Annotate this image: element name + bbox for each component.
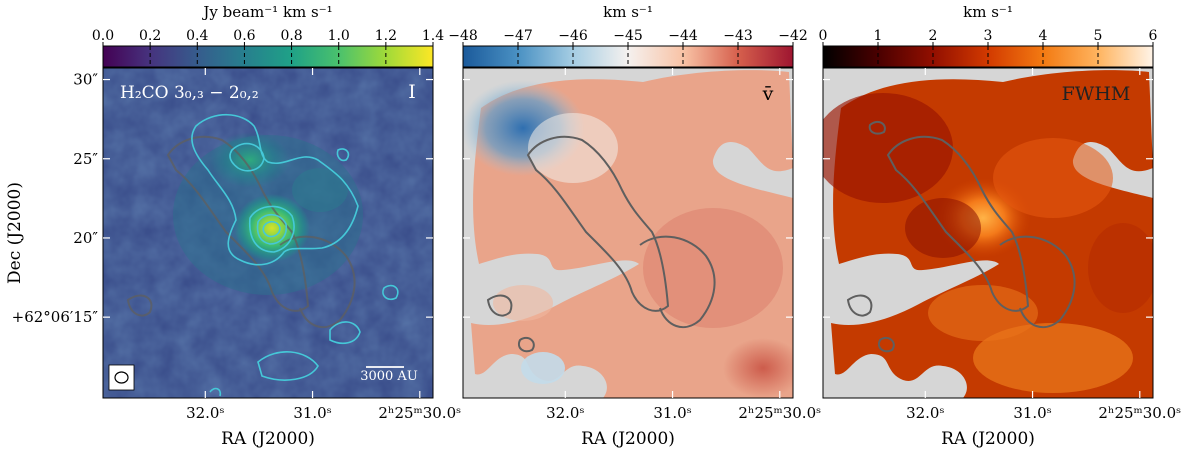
- colorbar-tick-label: 0.6: [233, 28, 255, 44]
- colorbar-tick-label: 2: [929, 28, 938, 44]
- colorbar-tick-label: −45: [613, 28, 643, 44]
- colorbar-tick-label: 1.4: [422, 28, 444, 44]
- colorbar-tick-label: 1.0: [328, 28, 350, 44]
- colorbar-velocity: −48 −47 −46 −45 −44 −43 −42 km s⁻¹: [448, 3, 808, 68]
- x-axis-label-fwhm: RA (J2000): [941, 429, 1035, 449]
- contour-gray-p2: [486, 135, 716, 353]
- axes-velocity: 32.0ˢ 31.0ˢ 2ʰ25ᵐ30.0ˢ: [463, 68, 821, 422]
- colorbar-tick-label: 5: [1094, 28, 1103, 44]
- scalebar-label: 3000 AU: [360, 369, 418, 384]
- panel-label-velocity: v̄: [762, 83, 774, 105]
- colorbar-tick-label: 0.0: [92, 28, 114, 44]
- colorbar-tick-label: 3: [984, 28, 993, 44]
- panel-label-fwhm: FWHM: [1062, 83, 1131, 105]
- x-tick-label: 2ʰ25ᵐ30.0ˢ: [378, 404, 461, 422]
- y-tick-label: 20″: [73, 229, 98, 247]
- panel-title-h2co: H₂CO 3₀,₃ − 2₀,₂: [120, 83, 259, 103]
- x-tick-label: 32.0ˢ: [546, 404, 584, 422]
- colorbar-tick-label: −42: [778, 28, 808, 44]
- x-tick-label: 31.0ˢ: [653, 404, 691, 422]
- axes-fwhm: 32.0ˢ 31.0ˢ 2ʰ25ᵐ30.0ˢ: [823, 68, 1181, 422]
- panel-label-intensity: I: [408, 81, 416, 103]
- colorbar-fwhm: 0 1 2 3 4 5 6 km s⁻¹: [819, 3, 1158, 68]
- y-tick-label: 25″: [73, 150, 98, 168]
- panel-intensity: 0.0 0.2 0.4 0.6 0.8 1.0 1.2 1.4 Jy beam⁻¹ km s⁻…: [5, 3, 461, 449]
- panel-velocity: −48 −47 −46 −45 −44 −43 −42 km s⁻¹ v̄: [448, 3, 821, 449]
- beam-box: [108, 364, 135, 391]
- axes-intensity: 32.0ˢ 31.0ˢ 2ʰ25ᵐ30.0ˢ 30″ 25″ 20″ +62°06′15″: [12, 68, 461, 422]
- colorbar-tick-label: 1.2: [375, 28, 397, 44]
- y-axis-label: Dec (J2000): [5, 182, 25, 284]
- y-tick-label: 30″: [73, 71, 98, 89]
- x-axis-label-intensity: RA (J2000): [221, 429, 315, 449]
- x-tick-label: 32.0ˢ: [186, 404, 224, 422]
- scalebar: 3000 AU: [360, 366, 418, 384]
- colorbar-tick-label: 6: [1149, 28, 1158, 44]
- colorbar-tick-label: 0: [819, 28, 828, 44]
- colorbar-tick-label: 4: [1039, 28, 1048, 44]
- colorbar-tick-label: −43: [723, 28, 753, 44]
- colorbar-label-intensity: Jy beam⁻¹ km s⁻¹: [201, 3, 332, 21]
- colorbar-tick-label: 0.2: [139, 28, 161, 44]
- colorbar-tick-label: 0.8: [280, 28, 302, 44]
- colorbar-intensity: 0.0 0.2 0.4 0.6 0.8 1.0 1.2 1.4 Jy beam⁻¹ km s⁻…: [92, 3, 444, 68]
- colorbar-label-fwhm: km s⁻¹: [963, 3, 1013, 21]
- x-tick-label: 2ʰ25ᵐ30.0ˢ: [1098, 404, 1181, 422]
- colorbar-tick-label: −48: [448, 28, 478, 44]
- colorbar-tick-label: −46: [558, 28, 588, 44]
- colorbar-label-velocity: km s⁻¹: [603, 3, 653, 21]
- beam-ellipse-icon: [114, 371, 129, 384]
- colorbar-tick-label: 0.4: [186, 28, 208, 44]
- y-tick-label: +62°06′15″: [12, 308, 99, 326]
- colorbar-tick-label: −47: [503, 28, 533, 44]
- contour-cyan-p1: [191, 114, 399, 397]
- x-tick-label: 2ʰ25ᵐ30.0ˢ: [738, 404, 821, 422]
- contour-gray-p3: [846, 121, 1076, 353]
- x-tick-label: 31.0ˢ: [293, 404, 331, 422]
- x-axis-label-velocity: RA (J2000): [581, 429, 675, 449]
- x-tick-label: 32.0ˢ: [906, 404, 944, 422]
- colorbar-tick-label: −44: [668, 28, 698, 44]
- contour-gray-p1: [126, 135, 356, 329]
- colorbar-tick-label: 1: [874, 28, 883, 44]
- x-tick-label: 31.0ˢ: [1013, 404, 1051, 422]
